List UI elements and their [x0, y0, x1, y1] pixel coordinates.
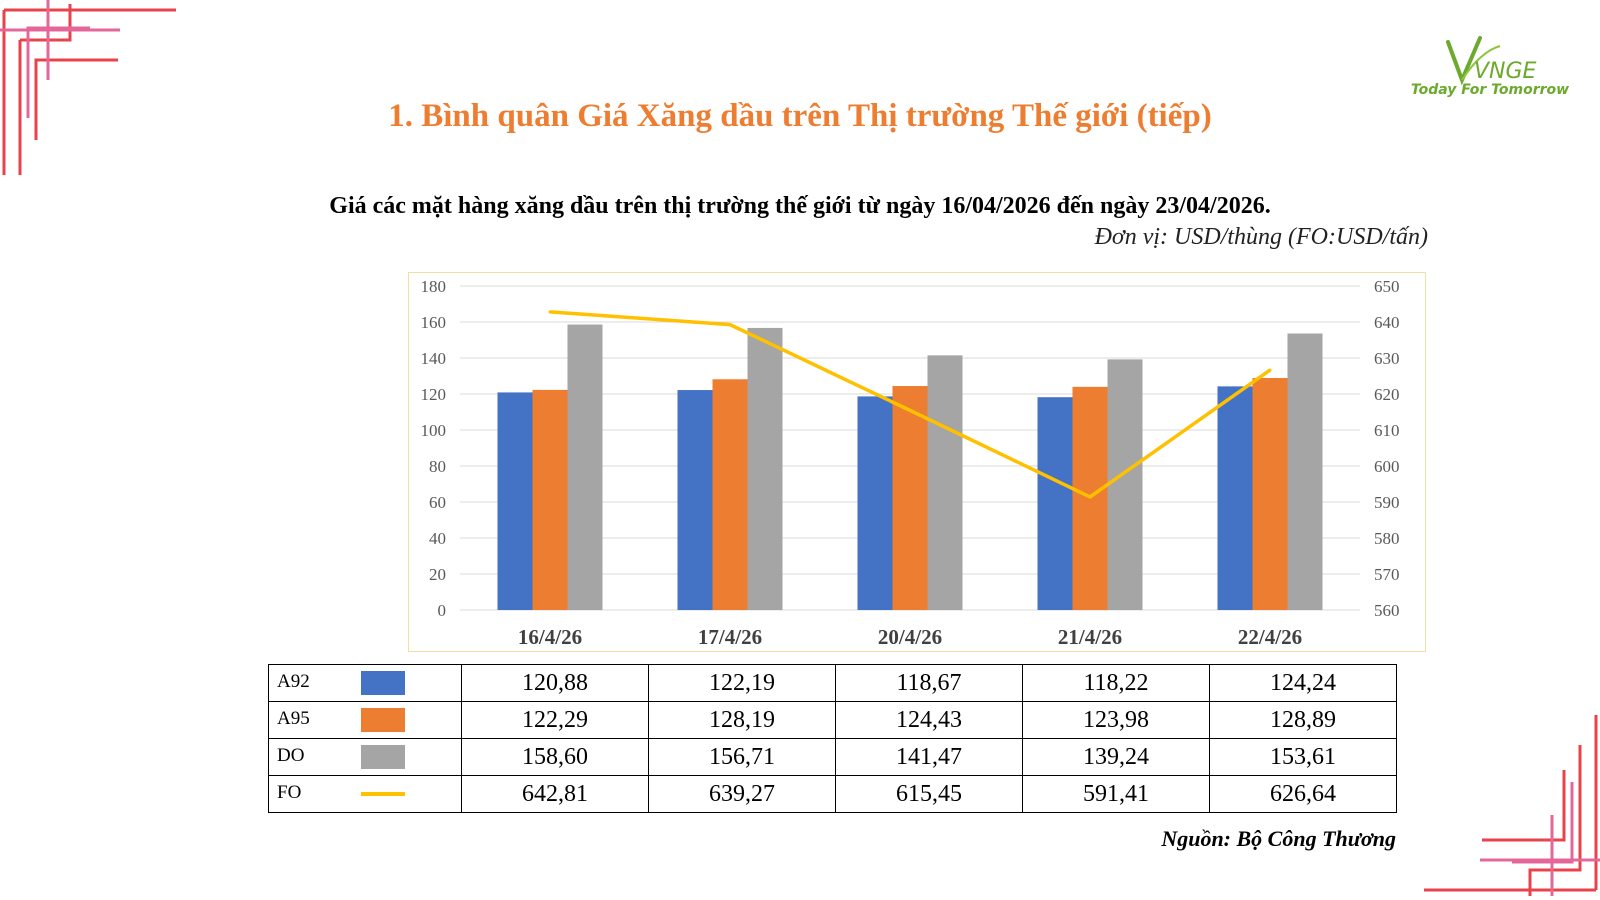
- y-right-tick-label: 630: [1374, 349, 1400, 368]
- table-cell: 122,29: [461, 701, 649, 739]
- bar-do: [1107, 359, 1143, 610]
- vnge-logo: VNGE Today For Tomorrow: [1405, 20, 1575, 110]
- logo-tagline: Today For Tomorrow: [1410, 82, 1570, 98]
- legend-swatch: [361, 792, 405, 796]
- slide-title: 1. Bình quân Giá Xăng dầu trên Thị trườn…: [388, 98, 1212, 134]
- table-cell: 124,43: [835, 701, 1023, 739]
- bar-do: [927, 355, 963, 610]
- x-tick-label: 16/4/26: [518, 625, 582, 649]
- series-name: DO: [277, 745, 305, 766]
- unit-note: Đơn vị: USD/thùng (FO:USD/tấn): [1094, 224, 1428, 250]
- y-left-tick-label: 140: [421, 349, 447, 368]
- series-legend-cell: A92: [268, 664, 462, 702]
- bar-a92: [677, 390, 713, 610]
- legend-swatch: [361, 671, 405, 695]
- y-right-tick-label: 650: [1374, 277, 1400, 296]
- table-row: A92 120,88 122,19 118,67 118,22 124,24: [268, 664, 1397, 702]
- x-tick-label: 22/4/26: [1238, 625, 1302, 649]
- bar-a92: [1037, 397, 1073, 610]
- table-row: DO 158,60 156,71 141,47 139,24 153,61: [268, 738, 1397, 776]
- bar-a95: [532, 389, 568, 610]
- y-left-tick-label: 60: [429, 493, 446, 512]
- y-right-tick-label: 580: [1374, 529, 1400, 548]
- table-cell: 122,19: [648, 664, 836, 702]
- y-left-tick-label: 120: [421, 385, 447, 404]
- table-cell: 626,64: [1209, 775, 1397, 813]
- y-left-tick-label: 0: [438, 601, 447, 620]
- table-cell: 128,89: [1209, 701, 1397, 739]
- table-row: FO 642,81 639,27 615,45 591,41 626,64: [268, 775, 1397, 813]
- bar-do: [1287, 333, 1323, 610]
- series-legend-cell: FO: [268, 775, 462, 813]
- y-right-tick-label: 570: [1374, 565, 1400, 584]
- point-fo: [548, 310, 552, 314]
- point-fo: [1088, 495, 1092, 499]
- table-cell: 118,22: [1022, 664, 1210, 702]
- y-left-tick-label: 100: [421, 421, 447, 440]
- bar-a95: [712, 379, 748, 610]
- table-cell: 153,61: [1209, 738, 1397, 776]
- table-cell: 639,27: [648, 775, 836, 813]
- y-right-tick-label: 620: [1374, 385, 1400, 404]
- y-right-tick-label: 590: [1374, 493, 1400, 512]
- point-fo: [728, 323, 732, 327]
- series-name: A95: [277, 708, 310, 729]
- y-left-tick-label: 40: [429, 529, 446, 548]
- y-left-tick-label: 180: [421, 277, 447, 296]
- point-fo: [908, 408, 912, 412]
- table-cell: 156,71: [648, 738, 836, 776]
- series-legend-cell: DO: [268, 738, 462, 776]
- bar-a92: [497, 392, 533, 610]
- combo-chart: 0 20 40 60 80 100 120 140 160 180 560 570 580 590 600 6…: [421, 277, 1400, 649]
- bar-a95: [1252, 377, 1288, 610]
- bar-a92: [857, 396, 893, 610]
- bar-do: [567, 324, 603, 610]
- y-left-tick-label: 80: [429, 457, 446, 476]
- legend-swatch: [361, 745, 405, 769]
- vnge-logo-mark: VNGE: [1446, 36, 1537, 86]
- y-left-tick-label: 20: [429, 565, 446, 584]
- table-cell: 120,88: [461, 664, 649, 702]
- y-right-tick-label: 560: [1374, 601, 1400, 620]
- series-name: A92: [277, 671, 310, 692]
- y-right-tick-label: 600: [1374, 457, 1400, 476]
- corner-ornament-top-left: [0, 0, 176, 175]
- y-left-tick-label: 160: [421, 313, 447, 332]
- table-cell: 123,98: [1022, 701, 1210, 739]
- x-tick-label: 17/4/26: [698, 625, 762, 649]
- chart-title: Giá các mặt hàng xăng dầu trên thị trườn…: [329, 193, 1271, 219]
- x-tick-label: 20/4/26: [878, 625, 942, 649]
- table-cell: 158,60: [461, 738, 649, 776]
- table-cell: 139,24: [1022, 738, 1210, 776]
- table-row: A95 122,29 128,19 124,43 123,98 128,89: [268, 701, 1397, 739]
- x-tick-label: 21/4/26: [1058, 625, 1122, 649]
- source-note: Nguồn: Bộ Công Thương: [1161, 826, 1396, 851]
- table-cell: 591,41: [1022, 775, 1210, 813]
- data-table: A92 120,88 122,19 118,67 118,22 124,24 A95 122,…: [268, 664, 1397, 813]
- bar-a95: [892, 386, 928, 610]
- series-name: FO: [277, 782, 302, 803]
- table-cell: 118,67: [835, 664, 1023, 702]
- logo-mark-text: VNGE: [1474, 59, 1537, 84]
- y-right-tick-label: 640: [1374, 313, 1400, 332]
- legend-swatch: [361, 708, 405, 732]
- table-cell: 642,81: [461, 775, 649, 813]
- series-legend-cell: A95: [268, 701, 462, 739]
- table-cell: 615,45: [835, 775, 1023, 813]
- bar-a92: [1217, 386, 1253, 610]
- table-cell: 128,19: [648, 701, 836, 739]
- corner-ornament-bottom-right: [1424, 715, 1600, 896]
- y-right-tick-label: 610: [1374, 421, 1400, 440]
- table-cell: 124,24: [1209, 664, 1397, 702]
- table-cell: 141,47: [835, 738, 1023, 776]
- point-fo: [1268, 368, 1272, 372]
- bar-do: [747, 327, 783, 610]
